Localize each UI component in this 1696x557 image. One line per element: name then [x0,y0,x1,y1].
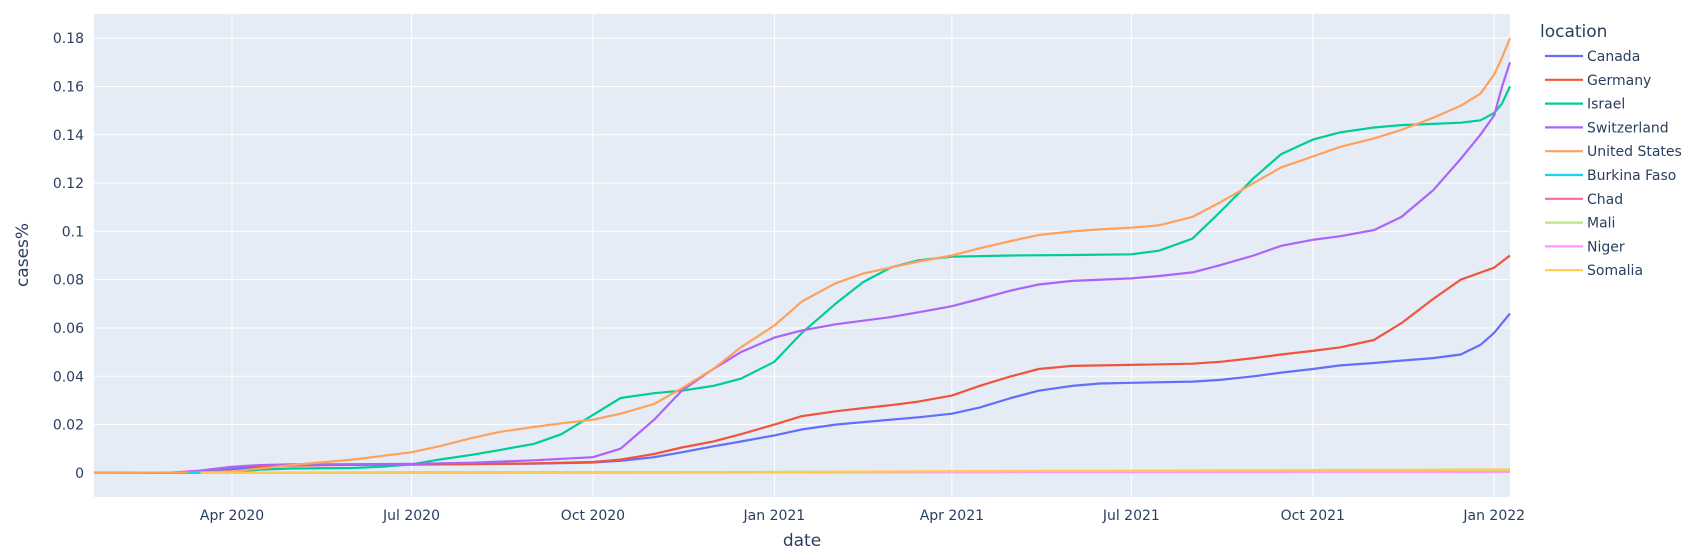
legend-item-niger[interactable]: Niger [1545,239,1625,255]
y-axis-title: cases% [13,223,33,287]
legend-label: Niger [1587,239,1625,255]
x-tick-label: Oct 2020 [561,508,625,524]
y-tick-label: 0.14 [53,128,84,144]
x-axis-ticks: Apr 2020 Jul 2020 Oct 2020 Jan 2021 Apr 2021… [200,508,1525,524]
y-tick-label: 0 [75,466,84,482]
legend-item-germany[interactable]: Germany [1545,73,1651,89]
y-tick-label: 0.04 [53,369,84,385]
y-tick-label: 0.08 [53,273,84,289]
legend[interactable]: Canada Germany Israel Switzerland United Sta… [1545,49,1682,279]
y-tick-label: 0.18 [53,31,84,47]
y-tick-label: 0.16 [53,79,84,95]
legend-label: Germany [1587,73,1651,89]
legend-label: Burkina Faso [1587,168,1676,184]
legend-item-canada[interactable]: Canada [1545,49,1640,65]
legend-label: United States [1587,144,1682,160]
legend-label: Somalia [1587,263,1643,279]
y-tick-label: 0.1 [62,224,84,240]
x-tick-label: Apr 2020 [200,508,264,524]
x-tick-label: Jan 2021 [743,508,806,524]
y-tick-label: 0.02 [53,418,84,434]
y-tick-label: 0.12 [53,176,84,192]
legend-item-switzerland[interactable]: Switzerland [1545,120,1669,136]
series-lines [93,37,1512,474]
legend-item-chad[interactable]: Chad [1545,192,1623,208]
series-line-united-states[interactable] [93,37,1512,474]
series-line-switzerland[interactable] [94,61,1512,474]
legend-label: Mali [1587,216,1615,232]
legend-label: Switzerland [1587,120,1669,136]
legend-title: location [1540,22,1607,42]
series-line-somalia[interactable] [200,468,1511,474]
x-tick-label: Apr 2021 [920,508,984,524]
x-tick-label: Jul 2020 [382,508,440,524]
legend-item-mali[interactable]: Mali [1545,216,1615,232]
legend-label: Israel [1587,97,1625,113]
x-tick-label: Jan 2022 [1462,508,1525,524]
legend-label: Canada [1587,49,1640,65]
legend-item-united-states[interactable]: United States [1545,144,1682,160]
x-tick-label: Jul 2021 [1102,508,1160,524]
legend-label: Chad [1587,192,1623,208]
legend-item-somalia[interactable]: Somalia [1545,263,1643,279]
x-tick-label: Oct 2021 [1281,508,1345,524]
x-axis-title: date [783,531,821,551]
y-axis-ticks: 0 0.02 0.04 0.06 0.08 0.1 0.12 0.14 0.16 0.18 [53,31,84,482]
legend-item-burkina-faso[interactable]: Burkina Faso [1545,168,1676,184]
y-tick-label: 0.06 [53,321,84,337]
legend-item-israel[interactable]: Israel [1545,97,1625,113]
